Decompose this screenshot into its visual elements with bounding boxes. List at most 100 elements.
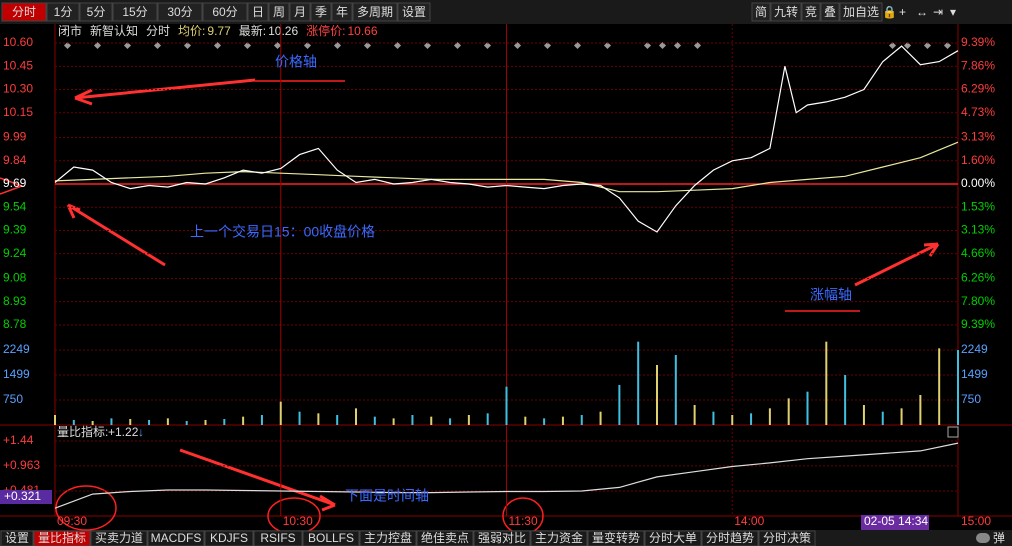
volume-bar (223, 419, 226, 425)
toolbar-button[interactable] (770, 2, 802, 22)
volume-bar (919, 395, 922, 425)
volume-bar (862, 405, 865, 425)
toolbar-button[interactable] (268, 2, 290, 22)
toolbar-button[interactable] (157, 2, 203, 22)
tab[interactable] (530, 530, 588, 546)
tab[interactable] (359, 530, 417, 546)
toolbar-label: 1分 (54, 5, 73, 19)
volume-bar (674, 355, 677, 425)
cursor-tag-bg (861, 515, 929, 530)
toolbar-icon[interactable]: + (899, 5, 906, 19)
toolbar-icon[interactable]: ▾ (950, 5, 956, 19)
toolbar-button[interactable] (289, 2, 311, 22)
tab[interactable] (253, 530, 303, 546)
price-tick-label: 8.78 (3, 317, 27, 331)
marker (273, 41, 282, 50)
time-tick-label: 14:00 (734, 514, 764, 528)
toggle[interactable] (976, 533, 990, 543)
volume-bar (693, 405, 696, 425)
tab[interactable] (204, 530, 254, 546)
toolbar-button[interactable] (352, 2, 398, 22)
toolbar-button[interactable] (839, 2, 883, 22)
toolbar-button[interactable] (247, 2, 269, 22)
info-text: 分时 (146, 24, 170, 38)
tab-label: 强弱对比 (478, 531, 526, 545)
toolbar-button[interactable] (1, 2, 47, 22)
tab-label: 主力资金 (535, 530, 583, 545)
toggle-label: 弹 (993, 531, 1005, 545)
info-text: 新智认知 (90, 23, 138, 38)
toolbar-button[interactable] (46, 2, 80, 22)
marker (183, 41, 192, 50)
toolbar-button[interactable] (202, 2, 248, 22)
tab[interactable] (0, 530, 34, 546)
toolbar-label: 九转 (774, 4, 798, 19)
volume-bar (392, 418, 395, 425)
pct-tick-label: 4.73% (961, 105, 995, 119)
toolbar-button[interactable] (820, 2, 840, 22)
toolbar-button[interactable] (310, 2, 332, 22)
tab[interactable] (644, 530, 702, 546)
marker (573, 41, 582, 50)
toolbar-label: 多周期 (357, 5, 393, 19)
toolbar-button[interactable] (397, 2, 431, 22)
close-box[interactable] (947, 426, 959, 438)
tab[interactable] (302, 530, 360, 546)
marker (543, 41, 552, 50)
volume-bar (787, 398, 790, 425)
toolbar-icon[interactable]: ⇥ (933, 5, 943, 19)
toolbar-label: 分时 (12, 5, 36, 19)
volume-bar (656, 365, 658, 425)
volume-bar (561, 416, 564, 425)
toolbar-label: 月 (294, 5, 306, 19)
volume-bar (91, 421, 94, 425)
toolbar-button[interactable] (112, 2, 158, 22)
price-tick-label: 9.69 (3, 176, 27, 190)
toolbar-label: 5分 (87, 5, 106, 19)
tab-label: 设置 (5, 531, 29, 545)
volume-bar (731, 415, 734, 425)
toolbar-button[interactable] (751, 2, 771, 22)
pct-tick-label: 9.39% (961, 35, 995, 49)
pct-tick-label: 9.39% (961, 317, 995, 331)
tab-label: RSIFS (260, 531, 295, 545)
info-text: 闭市 (58, 23, 82, 38)
volume-bar (524, 416, 527, 425)
toolbar-button[interactable] (79, 2, 113, 22)
tab[interactable] (147, 530, 205, 546)
volume-bar (825, 341, 828, 425)
volume-bar (110, 418, 113, 425)
toolbar-icon[interactable]: 🔒 (882, 5, 897, 19)
volume-bar (204, 420, 207, 425)
volume-bar (373, 416, 376, 425)
pct-tick-label: 7.86% (961, 58, 995, 72)
tab[interactable] (758, 530, 816, 546)
marker (513, 41, 522, 50)
toolbar-button[interactable] (331, 2, 353, 22)
annotation: 涨幅轴 (810, 287, 852, 303)
marker (903, 41, 912, 50)
indicator-tag-bg (0, 490, 52, 504)
tab[interactable] (701, 530, 759, 546)
volume-bar (449, 418, 452, 425)
marker (453, 41, 462, 50)
marker (333, 41, 342, 50)
volume-bar (938, 348, 941, 425)
volume-tick-label: 750 (3, 392, 23, 406)
tab[interactable] (416, 530, 474, 546)
volume-bar (166, 418, 169, 425)
volume-bar (580, 415, 583, 425)
marker (943, 41, 952, 50)
avg-line (54, 141, 959, 193)
toolbar-icon[interactable]: ↔ (916, 5, 928, 19)
toolbar-label: 15分 (122, 5, 147, 19)
tab[interactable] (33, 530, 91, 546)
tab-label: 分时趋势 (706, 531, 754, 545)
tab[interactable] (587, 530, 645, 546)
toolbar-button[interactable] (801, 2, 821, 22)
tab[interactable] (473, 530, 531, 546)
tab[interactable] (90, 530, 148, 546)
price-tick-label: 10.45 (3, 58, 33, 72)
toolbar-label: 日 (252, 5, 264, 19)
tab-label: 分时决策 (763, 531, 811, 545)
